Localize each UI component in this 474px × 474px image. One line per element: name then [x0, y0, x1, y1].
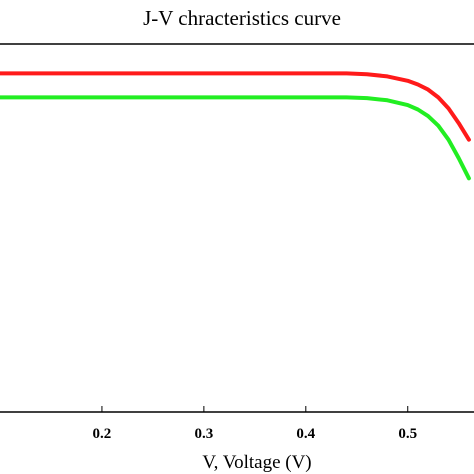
x-axis: 0.2 0.3 0.4 0.5 — [0, 406, 474, 442]
x-tick-label: 0.5 — [398, 426, 417, 442]
series-line-1 — [0, 71, 471, 142]
x-tick-label: 0.4 — [296, 426, 315, 442]
chart-title: J-V chracteristics curve — [143, 6, 341, 30]
x-tick-label: 0.3 — [194, 426, 213, 442]
plot-area — [0, 43, 474, 181]
x-tick-label: 0.2 — [93, 426, 112, 442]
x-axis-label: V, Voltage (V) — [202, 452, 311, 473]
series-line-2 — [0, 95, 471, 181]
